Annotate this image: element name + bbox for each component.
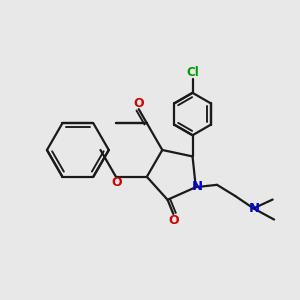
Text: Cl: Cl (186, 66, 199, 79)
Text: O: O (168, 214, 179, 227)
Text: O: O (111, 176, 122, 190)
Text: N: N (191, 180, 203, 194)
Text: N: N (249, 202, 260, 215)
Text: O: O (133, 97, 143, 110)
